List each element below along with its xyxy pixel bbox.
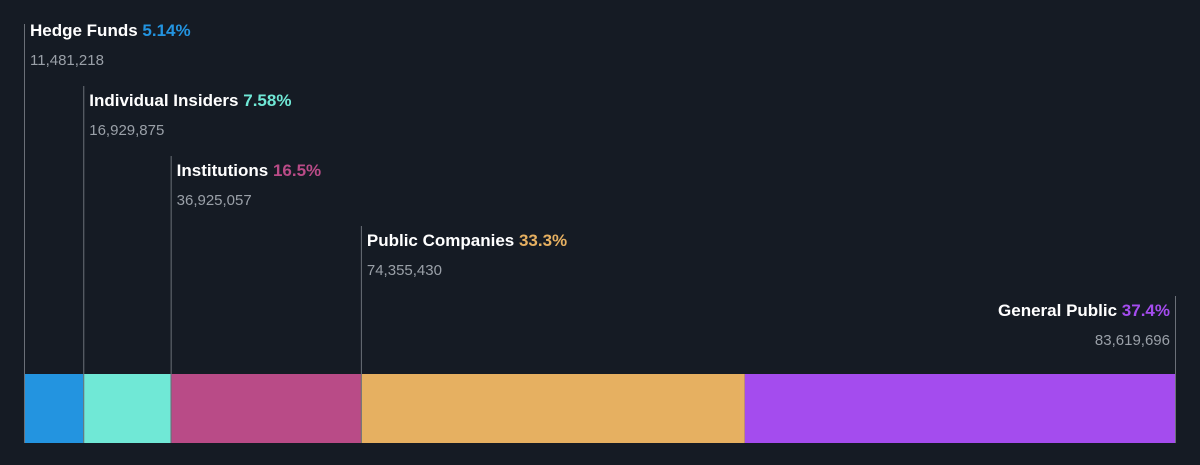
shares-label-institutions: 36,925,057 (177, 192, 252, 209)
category-name-general-public: General Public (998, 301, 1122, 320)
bar-segment-institutions (170, 374, 361, 443)
shares-label-hedge-funds: 11,481,218 (30, 52, 104, 69)
label-public-companies: Public Companies 33.3% (367, 231, 567, 250)
percent-label-general-public: 37.4% (1122, 301, 1170, 320)
label-individual-insiders: Individual Insiders 7.58% (89, 91, 291, 110)
percent-label-hedge-funds: 5.14% (142, 21, 190, 40)
label-hedge-funds: Hedge Funds 5.14% (30, 21, 191, 40)
shares-label-public-companies: 74,355,430 (367, 262, 442, 279)
bar-segment-individual-insiders (83, 374, 171, 443)
percent-label-individual-insiders: 7.58% (243, 91, 291, 110)
category-name-public-companies: Public Companies (367, 231, 519, 250)
label-general-public: General Public 37.4% (998, 301, 1170, 320)
percent-label-institutions: 16.5% (273, 161, 321, 180)
bar-segment-hedge-funds (24, 374, 84, 443)
category-name-hedge-funds: Hedge Funds (30, 21, 142, 40)
shares-label-general-public: 83,619,696 (1095, 332, 1170, 349)
category-name-institutions: Institutions (177, 161, 273, 180)
shares-label-individual-insiders: 16,929,875 (89, 122, 164, 139)
category-name-individual-insiders: Individual Insiders (89, 91, 243, 110)
bar-segment-general-public (744, 374, 1176, 443)
bar-segment-public-companies (360, 374, 745, 443)
label-institutions: Institutions 16.5% (177, 161, 322, 180)
percent-label-public-companies: 33.3% (519, 231, 567, 250)
